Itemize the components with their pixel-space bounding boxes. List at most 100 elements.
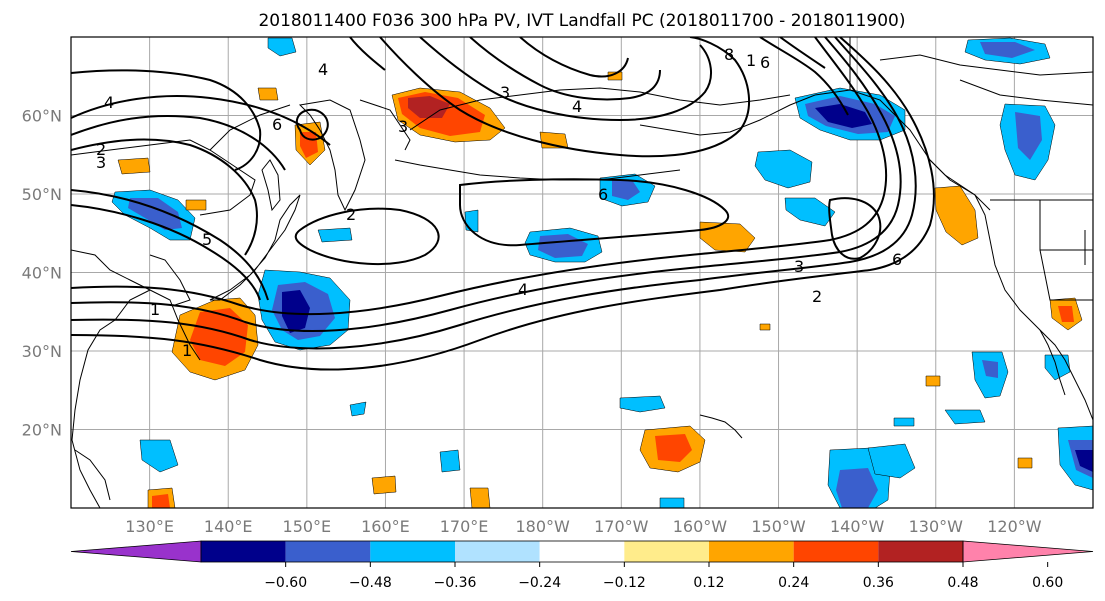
map-title: 2018011400 F036 300 hPa PV, IVT Landfall… [258,11,905,31]
lon-tick-label: 160°E [361,517,410,536]
coastline-okhotsk [71,104,291,216]
contour-label: 1 [150,300,160,319]
colorbar-swatch [624,541,709,562]
lat-tick-label: 40°N [22,264,62,283]
contour-line [71,189,269,301]
anomaly-blob [982,360,998,378]
contour-label: 2 [812,287,822,306]
coastline-baja [1039,329,1066,396]
contour-line [71,37,917,350]
colorbar-tick-label: 0.24 [778,575,809,591]
contour-line [519,37,629,78]
contour-label: 8 [724,45,734,64]
anomaly-blob [300,132,318,158]
contour-label: 1 [182,341,192,360]
colorbar-swatch [539,541,625,562]
anomaly-blob [267,37,297,57]
contour-label-group: 4 4 2 3 1 1 2 5 6 3 3 4 8 1 6 6 4 3 2 6 [96,45,902,360]
colorbar-tick-label: −0.24 [518,575,561,591]
anomaly-blob [925,375,941,387]
contour-label: 3 [500,83,510,102]
anomaly-blob [117,157,151,175]
lon-tick-label: 170°W [594,517,649,536]
anomaly-blob [784,197,836,227]
contour-line [71,115,286,171]
lon-tick-label: 150°W [751,517,806,536]
contour-line [71,37,935,371]
anomaly-blob [980,42,1035,58]
anomaly-blob [815,104,872,128]
contour-label: 6 [760,53,770,72]
colorbar-tick-label: 0.60 [1032,575,1063,591]
colorbar-extend-high [962,540,1094,563]
colorbar-swatch [455,541,540,562]
contour-line [379,37,751,158]
coastline-hawaii [699,414,743,439]
anomaly-blob [371,475,397,495]
contour-line [71,69,262,171]
anomaly-blob [128,198,182,230]
lon-tick-label: 160°W [673,517,728,536]
contour-line [349,37,386,71]
pc-contours [71,37,935,371]
coastline-chukotka [359,87,791,151]
coastline-kamchatka [298,99,366,212]
colorbar-extend-low [70,540,202,563]
latitude-labels: 60°N 50°N 40°N 30°N 20°N [22,107,62,440]
contour-label: 2 [346,205,356,224]
anomaly-blob [1044,354,1071,381]
lon-tick-label: 140°E [204,517,253,536]
lat-tick-label: 30°N [22,342,62,361]
coastline-arctic-canada [879,54,1093,106]
anomaly-blob [893,417,915,427]
map-frame [70,36,1094,509]
coastline-asia [71,249,201,508]
colorbar-outline [200,540,964,563]
contour-line [71,204,261,301]
colorbar-swatch [370,541,455,562]
contour-label: 3 [794,257,804,276]
contour-line [71,37,902,333]
anomaly-blob [934,185,979,246]
contour-line [71,138,258,256]
contour-label: 4 [572,97,582,116]
anomaly-blob [464,209,479,233]
colorbar-swatch [201,541,286,562]
lat-tick-label: 50°N [22,185,62,204]
anomaly-blob [619,395,666,413]
anomaly-blob [257,87,279,101]
contour-line [419,37,712,122]
contour-line [828,197,882,260]
contour-label: 6 [272,115,282,134]
pv-negative-anomalies [111,37,1093,508]
lon-tick-label: 130°W [909,517,964,536]
anomaly-blob [867,443,916,479]
contour-line [779,37,826,69]
colorbar-tick-label: −0.36 [434,575,477,591]
anomaly-blob [1075,450,1093,472]
anomaly-blob [699,221,756,253]
lon-tick-label: 150°E [283,517,332,536]
colorbar-swatch [709,541,794,562]
anomaly-blob [655,434,692,462]
contour-line [71,37,888,316]
anomaly-blob [469,487,491,508]
contour-line [459,178,730,247]
coastline-japan [209,194,301,301]
lon-tick-label: 180°W [516,517,571,536]
coastline-bc [929,159,1093,421]
lat-tick-label: 60°N [22,107,62,126]
coastline-sakhalin [261,159,281,212]
colorbar-tick-label: −0.60 [264,575,307,591]
contour-label: 4 [518,280,528,299]
colorbar-swatch [793,541,879,562]
anomaly-blob [185,199,207,211]
lon-tick-label: 120°W [987,517,1042,536]
contour-label: 1 [746,51,756,70]
colorbar-tick-label: 0.48 [947,575,978,591]
anomaly-blob [612,180,640,200]
anomaly-blob [139,439,179,473]
contour-label: 4 [104,93,114,112]
contour-label: 2 [96,140,106,159]
